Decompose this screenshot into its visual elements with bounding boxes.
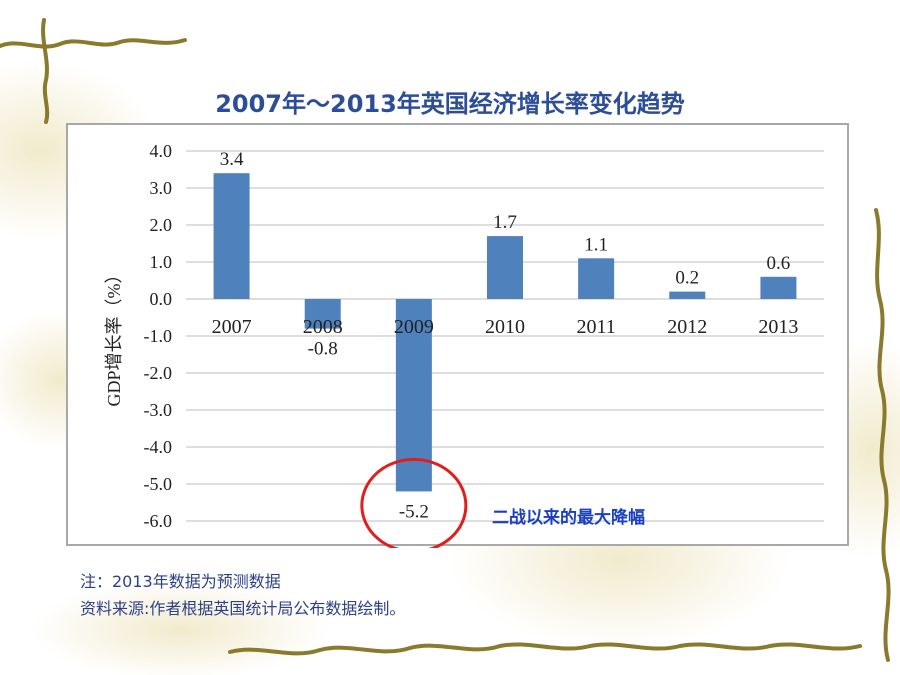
slide-title: 2007年～2013年英国经济增长率变化趋势: [215, 90, 685, 118]
data-label-2013: 0.6: [767, 253, 791, 274]
y-tick-label: -3.0: [144, 400, 173, 420]
y-axis-title: GDP增长率（%）: [104, 265, 124, 406]
y-tick-label: 4.0: [150, 141, 173, 161]
y-tick-label: 3.0: [150, 178, 173, 198]
x-tick-label: 2012: [667, 316, 707, 338]
footnote-forecast: 注：2013年数据为预测数据: [80, 572, 281, 591]
annotation-text: 二战以来的最大降幅: [492, 507, 645, 528]
x-tick-label: 2008: [303, 316, 343, 338]
highlight-circle: [360, 457, 468, 548]
x-tick-label: 2009: [394, 316, 434, 338]
x-tick-label: 2007: [212, 316, 252, 338]
data-label-2012: 0.2: [675, 268, 699, 289]
y-tick-label: -4.0: [144, 437, 173, 457]
data-label-2007: 3.4: [220, 149, 244, 170]
bar-2011: [578, 258, 615, 299]
y-tick-label: 1.0: [150, 252, 173, 272]
footnote-source: 资料来源:作者根据英国统计局公布数据绘制。: [80, 599, 406, 618]
x-tick-label: 2011: [577, 316, 616, 338]
chart-frame: 4.0 3.0 2.0 1.0 0.0 -1.0 -2.0 -3.0 -4.0 -5.0 -6.0 G…: [66, 123, 849, 548]
y-tick-label: 2.0: [150, 215, 173, 235]
bar-2010: [487, 236, 523, 299]
bar-2007: [213, 173, 250, 299]
y-tick-label: -5.0: [144, 474, 173, 494]
data-label-2011: 1.1: [584, 234, 608, 255]
data-label-2008: -0.8: [308, 339, 338, 360]
y-tick-label: 0.0: [150, 289, 173, 309]
y-tick-label: -6.0: [144, 511, 173, 531]
bar-chart: 4.0 3.0 2.0 1.0 0.0 -1.0 -2.0 -3.0 -4.0 -5.0 -6.0 G…: [104, 141, 824, 548]
data-label-2009: -5.2: [399, 501, 429, 522]
bar-2012: [669, 291, 706, 299]
bar-2008: [304, 299, 341, 329]
x-tick-label: 2013: [758, 316, 798, 338]
y-tick-label: -2.0: [144, 363, 173, 383]
data-label-2010: 1.7: [493, 212, 517, 233]
vine-decoration: [0, 18, 891, 662]
bar-2013: [760, 276, 797, 299]
y-tick-label: -1.0: [144, 326, 173, 346]
x-tick-label: 2010: [485, 316, 525, 338]
